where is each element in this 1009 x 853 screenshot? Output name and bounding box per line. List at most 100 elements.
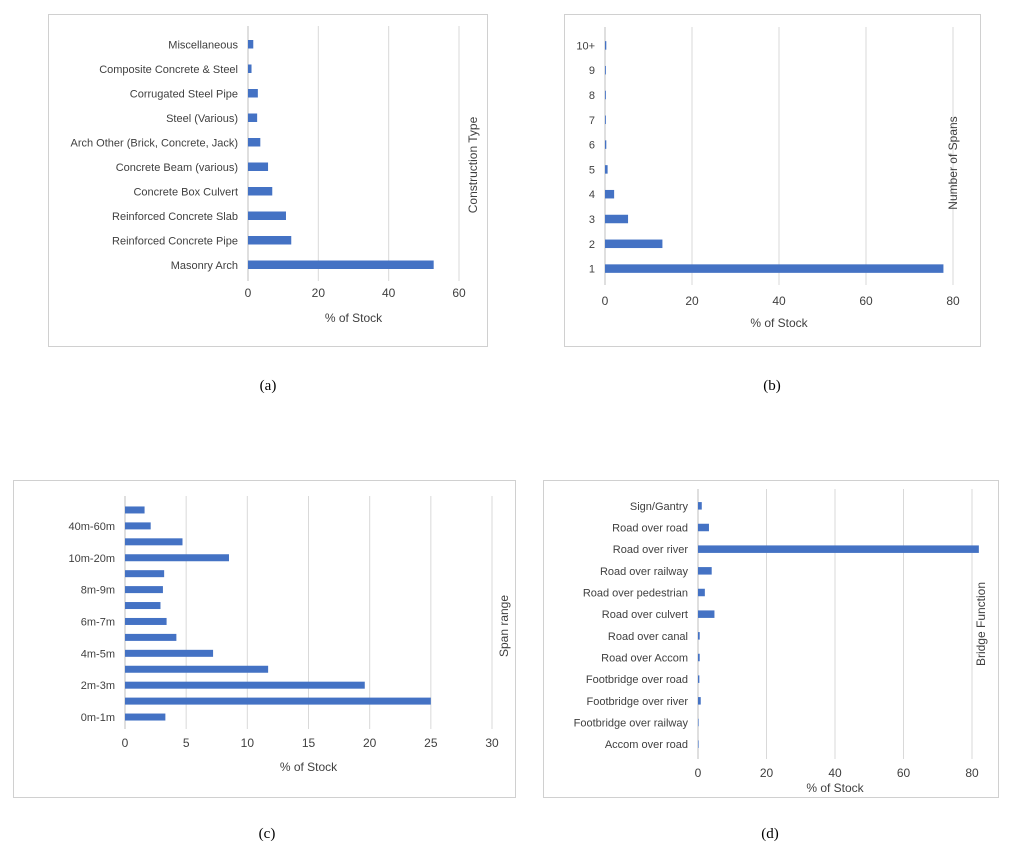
chart-d-x-tick-label: 80 (965, 766, 979, 780)
chart-b-category-label: 10+ (576, 40, 595, 52)
chart-d-category-label: Footbridge over river (587, 696, 689, 708)
chart-b-x-tick-label: 80 (946, 294, 960, 308)
chart-d-bar (698, 653, 700, 662)
chart-a-category-label: Concrete Box Culvert (133, 186, 238, 198)
chart-b-category-label: 1 (589, 264, 595, 276)
chart-a-category-label: Miscellaneous (168, 39, 238, 51)
chart-c: 0 5 10 15 20 25 30 0m-1m 2m-3m 4m-5m 6m-7m 8m-9m 10m… (69, 496, 511, 774)
chart-d-bar (698, 588, 705, 597)
chart-a-bar (248, 113, 258, 122)
chart-d-category-label: Road over road (612, 523, 688, 535)
chart-c-bar (125, 617, 167, 625)
chart-d-x-tick-label: 40 (828, 766, 842, 780)
chart-d-category-label: Road over river (613, 544, 689, 556)
chart-a-x-tick-label: 60 (452, 286, 466, 300)
chart-b-category-label: 9 (589, 65, 595, 77)
chart-b-bar (605, 115, 606, 125)
chart-a-bar (248, 187, 273, 196)
chart-b-category-label: 2 (589, 239, 595, 251)
chart-a-x-tick-label: 40 (382, 286, 396, 300)
chart-a-bar (248, 162, 269, 171)
chart-c-bar (125, 522, 151, 530)
chart-a-category-label: Arch Other (Brick, Concrete, Jack) (71, 137, 239, 149)
chart-d-bar (698, 523, 709, 532)
chart-c-x-tick-label: 15 (302, 736, 316, 750)
chart-a-bar (248, 64, 252, 73)
chart-b-bar (605, 165, 608, 174)
chart-d-bar (698, 610, 715, 618)
chart-c-bar (125, 649, 214, 657)
chart-c-category-label: 4m-5m (81, 648, 115, 660)
chart-c-bar (125, 506, 145, 514)
chart-c-bar (125, 665, 269, 673)
chart-b-category-label: 6 (589, 140, 595, 152)
chart-b-bar (605, 140, 607, 149)
chart-b-y-axis-title: Number of Spans (946, 116, 960, 209)
caption-d: (d) (761, 826, 779, 842)
chart-b-x-tick-label: 60 (859, 294, 873, 308)
chart-a-category-label: Reinforced Concrete Slab (112, 211, 238, 223)
chart-c-category-label: 0m-1m (81, 712, 115, 724)
chart-a-bar (248, 260, 434, 269)
chart-c-bar (125, 633, 177, 641)
chart-b-panel: 0 20 40 60 80 1 2 3 4 5 6 7 8 9 10+ % of Stock Number of… (564, 14, 981, 347)
chart-d-category-label: Footbridge over road (586, 674, 688, 686)
caption-b: (b) (763, 378, 781, 394)
chart-c-bar (125, 713, 166, 721)
chart-d-bar (698, 675, 700, 683)
chart-c-category-label: 2m-3m (81, 680, 115, 692)
chart-b-bar (605, 41, 607, 50)
chart-c-category-label: 8m-9m (81, 585, 115, 597)
chart-d-category-label: Sign/Gantry (630, 501, 689, 513)
chart-a-category-label: Masonry Arch (171, 260, 238, 272)
chart-b-bar (605, 214, 629, 224)
chart-d-category-label: Accom over road (605, 739, 688, 751)
chart-d-bar (698, 697, 701, 705)
chart-a-x-tick-label: 0 (245, 286, 252, 300)
chart-c-x-tick-label: 20 (363, 736, 377, 750)
chart-d-bar (698, 502, 702, 510)
chart-b-bar (605, 189, 615, 199)
chart-c-bar (125, 697, 431, 705)
chart-d-y-axis-title: Bridge Function (974, 582, 988, 666)
chart-c-category-label: 40m-60m (69, 521, 115, 533)
chart-a-y-axis-title: Construction Type (466, 116, 480, 213)
chart-d-bar (698, 545, 979, 553)
chart-a: 0 20 40 60 Masonry Arch Reinforced Concrete P… (71, 26, 480, 325)
chart-d-category-label: Road over railway (600, 566, 689, 578)
chart-d-x-tick-label: 20 (760, 766, 774, 780)
chart-d-category-label: Road over pedestrian (583, 588, 688, 600)
chart-a-bar (248, 211, 286, 220)
chart-b-category-label: 8 (589, 90, 595, 102)
chart-c-x-tick-label: 25 (424, 736, 438, 750)
chart-d-bar (698, 740, 699, 748)
chart-a-category-label: Corrugated Steel Pipe (130, 88, 238, 100)
chart-b-x-tick-label: 40 (772, 294, 786, 308)
chart-a-bar (248, 138, 261, 147)
chart-d: 0 20 40 60 80 Accom over road Footbridge over … (574, 489, 988, 795)
chart-c-x-tick-label: 5 (183, 736, 190, 750)
chart-a-bar (248, 89, 258, 98)
chart-b-x-axis-title: % of Stock (750, 316, 808, 330)
chart-b-category-label: 7 (589, 115, 595, 127)
chart-b-x-tick-label: 20 (685, 294, 699, 308)
chart-b-bar (605, 264, 944, 273)
chart-b-bar (605, 90, 606, 100)
chart-c-bar (125, 681, 365, 689)
chart-a-panel: 0 20 40 60 Masonry Arch Reinforced Concrete P… (48, 14, 488, 347)
chart-c-bar (125, 538, 183, 546)
chart-b-bar (605, 239, 663, 249)
chart-d-x-tick-label: 60 (897, 766, 911, 780)
chart-c-y-axis-title: Span range (497, 595, 511, 657)
chart-a-category-label: Reinforced Concrete Pipe (112, 235, 238, 247)
chart-c-bar (125, 602, 161, 610)
chart-d-category-label: Road over Accom (601, 653, 688, 665)
chart-d-category-label: Road over canal (608, 631, 688, 643)
caption-c: (c) (258, 826, 276, 842)
chart-d-x-tick-label: 0 (695, 766, 702, 780)
chart-b-x-tick-label: 0 (602, 294, 609, 308)
chart-a-bar (248, 236, 292, 245)
chart-d-bar (698, 632, 700, 640)
chart-b-category-label: 4 (589, 189, 595, 201)
caption-a: (a) (259, 378, 277, 394)
